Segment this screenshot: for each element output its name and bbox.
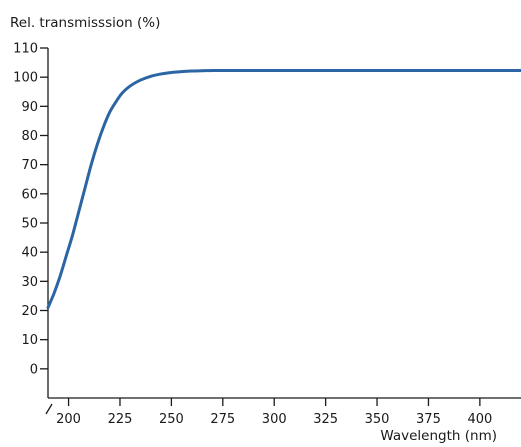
x-axis-title: Wavelength (nm)	[380, 428, 497, 444]
y-tick-label: 100	[13, 71, 38, 86]
y-tick-label: 110	[13, 42, 38, 57]
y-tick-label: 10	[21, 333, 38, 348]
y-axis-title: Rel. transmisssion (%)	[10, 15, 160, 31]
x-tick-label: 300	[262, 412, 287, 427]
x-tick-label: 375	[416, 412, 441, 427]
y-tick-label: 20	[21, 304, 38, 319]
x-tick-label: 400	[467, 412, 492, 427]
y-tick-label: 50	[21, 217, 38, 232]
axis-break-mark	[45, 403, 53, 415]
y-tick-label: 0	[30, 362, 38, 377]
x-tick-label: 275	[210, 412, 235, 427]
x-tick-label: 225	[108, 412, 133, 427]
y-tick-label: 70	[21, 158, 38, 173]
x-axis-ticks: 200 225 250 275 300 325 350 375 400	[56, 398, 492, 427]
y-tick-label: 90	[21, 100, 38, 115]
y-axis-ticks: 0 10 20 30 40 50 60 70 80 90 100 110	[13, 42, 48, 377]
x-tick-label: 350	[365, 412, 390, 427]
x-tick-label: 325	[313, 412, 338, 427]
y-tick-label: 60	[21, 187, 38, 202]
y-tick-label: 40	[21, 246, 38, 261]
series-line-transmission	[46, 68, 521, 310]
y-tick-label: 80	[21, 129, 38, 144]
x-tick-label: 250	[159, 412, 184, 427]
x-tick-label: 200	[56, 412, 81, 427]
y-tick-label: 30	[21, 275, 38, 290]
